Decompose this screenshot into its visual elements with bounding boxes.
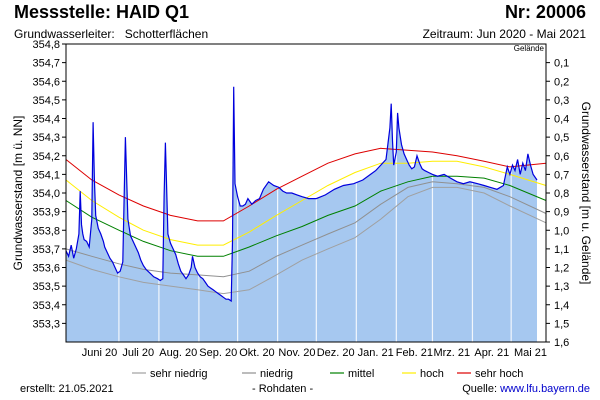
y-tick-label: 354,8: [32, 39, 60, 51]
source-link[interactable]: www.lfu.bayern.de: [500, 383, 590, 395]
axes-layer: 353,3 353,4 353,5 353,6 353,7 353,8 353,9 354,0…: [11, 39, 593, 359]
x-tick-label: Nov. 20: [278, 347, 315, 359]
measured-area: [66, 86, 537, 342]
y-right-axis-label: Grundwasserstand [m u. Gelände]: [579, 102, 593, 285]
y-tick-label: 353,9: [32, 207, 60, 219]
x-tick-label: Okt. 20: [239, 347, 274, 359]
y-right-tick-label: 0,6: [554, 151, 569, 163]
y-right-tick-label: 0,9: [554, 207, 569, 219]
y-tick-label: 354,5: [32, 95, 60, 107]
y-right-tick-label: 0,3: [554, 95, 569, 107]
aquifer-label: Grundwasserleiter:: [14, 27, 115, 41]
y-axis-label: Grundwasserstand [m ü. NN]: [11, 116, 25, 271]
measured-area-layer: [66, 86, 537, 342]
aquifer-value: Schotterflächen: [124, 27, 209, 41]
y-tick-label: 354,6: [32, 76, 60, 88]
measured-line-layer: [65, 86, 538, 303]
statistic-lines-layer: [65, 147, 547, 295]
y-right-tick-label: 0,1: [554, 58, 569, 70]
y-tick-label: 353,7: [32, 244, 60, 256]
x-tick-label: Jan. 21: [358, 347, 394, 359]
y-right-tick-label: 0,7: [554, 169, 569, 181]
x-tick-label: Aug. 20: [159, 347, 197, 359]
y-tick-label: 353,3: [32, 318, 60, 330]
legend-label-niedrig: niedrig: [260, 368, 293, 380]
gridline-layer: [118, 44, 512, 342]
y-tick-label: 353,5: [32, 281, 60, 293]
y-right-tick-label: 0,8: [554, 188, 569, 200]
measured-line: [65, 86, 538, 303]
legend-label-sehr-niedrig: sehr niedrig: [150, 368, 207, 380]
line-mittel: [65, 175, 547, 257]
y-right-tick-label: 1,6: [554, 337, 569, 349]
ground-level-label: Gelände: [514, 44, 545, 53]
source: Quelle: www.lfu.bayern.de: [462, 383, 590, 395]
station-number: Nr: 20006: [504, 2, 586, 22]
y-right-tick-label: 1,0: [554, 225, 569, 237]
x-tick-label: Dez. 20: [317, 347, 355, 359]
y-tick-label: 354,0: [32, 188, 60, 200]
line-niedrig: [65, 181, 547, 278]
y-right-tick-label: 0,4: [554, 114, 569, 126]
aquifer-info: Grundwasserleiter: Schotterflächen: [14, 27, 208, 41]
x-tick-label: Mrz. 21: [433, 347, 470, 359]
y-right-tick-label: 0,5: [554, 132, 569, 144]
legend: sehr niedrig niedrig mittel hoch sehr hoch: [132, 368, 523, 380]
legend-label-mittel: mittel: [348, 368, 374, 380]
y-right-tick-label: 0,2: [554, 76, 569, 88]
x-tick-label: Sep. 20: [199, 347, 237, 359]
page-title: Messstelle: HAID Q1: [14, 2, 190, 22]
x-tick-label: Juli 20: [122, 347, 154, 359]
y-right-tick-label: 1,4: [554, 300, 569, 312]
legend-label-hoch: hoch: [420, 368, 444, 380]
x-tick-label: Juni 20: [82, 347, 117, 359]
legend-label-sehr-hoch: sehr hoch: [475, 368, 523, 380]
line-hoch: [65, 160, 547, 246]
y-tick-label: 354,4: [32, 114, 60, 126]
y-tick-label: 353,8: [32, 225, 60, 237]
x-tick-label: Apr. 21: [474, 347, 509, 359]
period-label: Zeitraum: Jun 2020 - Mai 2021: [422, 27, 586, 41]
y-tick-label: 353,6: [32, 263, 60, 275]
source-label: Quelle:: [462, 383, 498, 395]
y-tick-label: 354,2: [32, 151, 60, 163]
line-sehr-hoch: [65, 147, 547, 222]
y-right-tick-label: 1,1: [554, 244, 569, 256]
y-tick-label: 353,4: [32, 300, 60, 312]
y-tick-label: 354,3: [32, 132, 60, 144]
raw-data-note: - Rohdaten -: [252, 383, 314, 395]
y-right-tick-label: 1,5: [554, 318, 569, 330]
x-tick-label: Mai 21: [514, 347, 547, 359]
y-tick-label: 354,1: [32, 169, 60, 181]
y-right-tick-label: 1,2: [554, 263, 569, 275]
y-tick-label: 354,7: [32, 58, 60, 70]
created-date: erstellt: 21.05.2021: [20, 383, 114, 395]
y-right-tick-label: 1,3: [554, 281, 569, 293]
x-tick-label: Feb. 21: [396, 347, 433, 359]
line-sehr-niedrig: [65, 186, 547, 295]
